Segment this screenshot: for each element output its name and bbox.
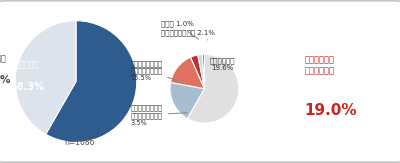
Text: 食べる量を増やす 2.1%: 食べる量を増やす 2.1% xyxy=(162,30,216,40)
Wedge shape xyxy=(170,82,204,119)
Text: 41.7%: 41.7% xyxy=(0,75,11,85)
Wedge shape xyxy=(15,21,76,134)
Wedge shape xyxy=(202,54,204,89)
Wedge shape xyxy=(171,57,204,89)
Wedge shape xyxy=(46,21,137,142)
Text: 知って食べるのを
やめることを検討
3.5%: 知って食べるのを やめることを検討 3.5% xyxy=(130,104,187,126)
Text: 同量を食べる
19.6%: 同量を食べる 19.6% xyxy=(210,57,235,71)
Text: 知っていた: 知っていた xyxy=(16,60,39,69)
Text: 19.0%: 19.0% xyxy=(305,103,358,118)
Wedge shape xyxy=(198,54,204,89)
Text: n=1086: n=1086 xyxy=(64,138,94,147)
Text: 知らなかった: 知らなかった xyxy=(0,54,6,63)
Text: 行動を変える
意向のある人: 行動を変える 意向のある人 xyxy=(305,55,335,75)
Text: 知って食べる量を
減らすことを検討
15.5%: 知って食べる量を 減らすことを検討 15.5% xyxy=(130,60,178,81)
Text: その他 1.0%: その他 1.0% xyxy=(162,21,198,39)
Text: 58.3%: 58.3% xyxy=(10,82,44,91)
Wedge shape xyxy=(190,55,204,89)
Wedge shape xyxy=(187,54,239,123)
